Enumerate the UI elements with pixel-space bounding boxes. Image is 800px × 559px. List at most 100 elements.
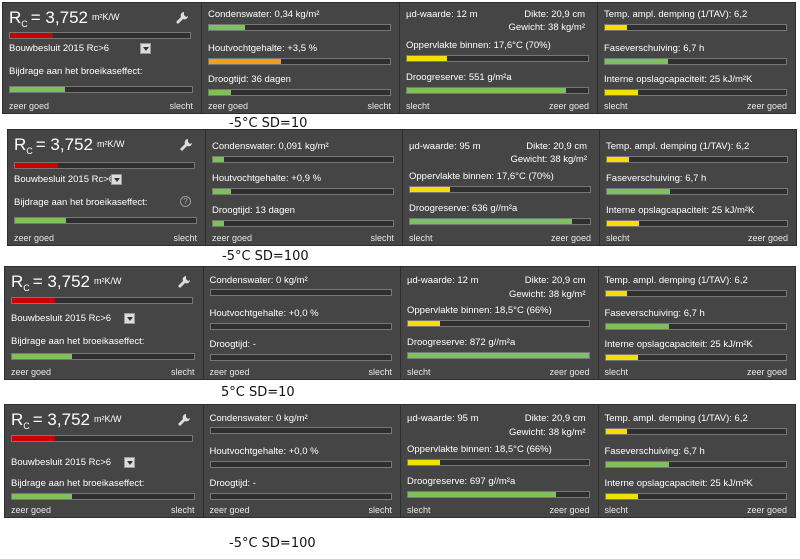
houtvocht-bar — [212, 188, 394, 195]
greenhouse-label: Bijdrage aan het broeikaseffect: — [11, 478, 145, 489]
scale-good-label: zeer goed — [209, 505, 250, 515]
chevron-down-icon[interactable] — [124, 457, 135, 468]
scale-bad-label: slecht — [368, 505, 392, 515]
droogtijd-bar — [209, 354, 392, 361]
houtvocht-bar — [209, 323, 392, 330]
scale-bad-label: slecht — [407, 367, 431, 377]
panel-caption: 5°C SD=10 — [221, 385, 295, 400]
mud-value: µd-waarde: 95 m — [407, 413, 479, 424]
rc-value: RC = 3,752 m²K/W — [9, 8, 120, 29]
droogtijd-bar — [208, 89, 391, 96]
scale-bad-label: slecht — [169, 101, 193, 111]
gewicht-value: Gewicht: 38 kg/m² — [508, 289, 586, 300]
scale-bad-label: slecht — [604, 505, 629, 515]
houtvocht-bar — [208, 58, 391, 65]
houtvocht-label: Houtvochtgehalte: +3,5 % — [208, 43, 318, 54]
interne-opslag-bar — [604, 493, 787, 500]
wrench-icon[interactable] — [177, 413, 191, 427]
dikte-value: Dikte: 20,9 cm — [524, 275, 586, 286]
wrench-icon[interactable] — [175, 11, 189, 25]
interne-opslag-bar — [606, 220, 788, 227]
scale-bad-label: slecht — [604, 367, 629, 377]
greenhouse-label: Bijdrage aan het broeikaseffect: — [9, 66, 143, 77]
faseverschuiving-label: Faseverschuiving: 6,7 h — [604, 43, 705, 54]
greenhouse-bar — [11, 353, 195, 360]
temp-ampl-bar — [604, 428, 787, 435]
droogreserve-bar — [406, 87, 589, 94]
rc-column: RC = 3,752 m²K/W Bouwbesluit 2015 Rc>6 Bij… — [3, 3, 201, 113]
droogreserve-label: Droogreserve: 636 g//m²a — [409, 203, 518, 214]
dikte-value: Dikte: 20,9 cm — [524, 413, 586, 424]
scale-good-label: zeer goed — [209, 367, 250, 377]
scale-bad-label: slecht — [606, 233, 630, 243]
vapor-column: µd-waarde: 95 m Dikte: 20,9 cm Gewicht: … — [402, 130, 599, 245]
greenhouse-bar — [14, 217, 197, 224]
faseverschuiving-label: Faseverschuiving: 6,7 h — [606, 173, 707, 184]
chevron-down-icon[interactable] — [124, 313, 135, 324]
condenswater-label: Condenswater: 0,34 kg/m² — [208, 9, 320, 20]
scale-good-label: zeer goed — [549, 367, 590, 377]
rc-column: RC = 3,752 m²K/W Bouwbesluit 2015 Rc>6 Bij… — [8, 130, 205, 245]
scale-good-label: zeer goed — [550, 233, 591, 243]
condenswater-bar — [209, 427, 392, 434]
oppervlakte-bar — [409, 186, 591, 193]
wrench-icon[interactable] — [177, 275, 191, 289]
rc-value: RC = 3,752 m²K/W — [11, 410, 122, 431]
droogreserve-bar — [407, 491, 590, 498]
houtvocht-label: Houtvochtgehalte: +0,0 % — [209, 446, 319, 457]
condenswater-label: Condenswater: 0 kg/m² — [209, 413, 308, 424]
panel-caption: -5°C SD=10 — [229, 116, 308, 131]
help-icon[interactable]: ? — [180, 196, 191, 207]
oppervlakte-bar — [406, 55, 589, 62]
mud-value: µd-waarde: 12 m — [406, 9, 478, 20]
greenhouse-label: Bijdrage aan het broeikaseffect: — [14, 197, 148, 208]
thermal-column: Temp. ampl. demping (1/TAV): 6,2 Fasever… — [599, 130, 796, 245]
rc-value: RC = 3,752 m²K/W — [14, 135, 125, 156]
temp-ampl-label: Temp. ampl. demping (1/TAV): 6,2 — [604, 275, 748, 286]
scale-bad-label: slecht — [407, 505, 431, 515]
scale-bad-label: slecht — [368, 367, 392, 377]
temp-ampl-bar — [604, 24, 787, 31]
oppervlakte-bar — [407, 459, 590, 466]
interne-opslag-label: Interne opslagcapaciteit: 25 kJ/m²K — [604, 339, 753, 350]
mud-value: µd-waarde: 95 m — [409, 141, 481, 152]
faseverschuiving-bar — [604, 323, 787, 330]
droogreserve-bar — [409, 218, 591, 225]
faseverschuiving-bar — [606, 188, 788, 195]
dikte-value: Dikte: 20,9 cm — [524, 9, 585, 20]
result-panel-4: RC = 3,752 m²K/W Bouwbesluit 2015 Rc>6 Bij… — [4, 404, 796, 518]
scale-good-label: zeer goed — [548, 101, 589, 111]
building-standard-select[interactable]: Bouwbesluit 2015 Rc>6 — [11, 313, 112, 324]
scale-good-label: zeer goed — [11, 367, 52, 377]
scale-bad-label: slecht — [409, 233, 433, 243]
houtvocht-label: Houtvochtgehalte: +0,0 % — [209, 308, 319, 319]
chevron-down-icon[interactable] — [111, 174, 122, 185]
building-standard-select[interactable]: Bouwbesluit 2015 Rc>6 — [11, 457, 112, 468]
scale-good-label: zeer goed — [212, 233, 253, 243]
result-panel-3: RC = 3,752 m²K/W Bouwbesluit 2015 Rc>6 Bij… — [4, 266, 796, 380]
scale-good-label: zeer goed — [746, 367, 787, 377]
moisture-column: Condenswater: 0,34 kg/m² Houtvochtgehalt… — [201, 3, 399, 113]
wrench-icon[interactable] — [179, 138, 193, 152]
vapor-column: µd-waarde: 12 m Dikte: 20,9 cm Gewicht: … — [399, 3, 597, 113]
vapor-column: µd-waarde: 95 m Dikte: 20,9 cm Gewicht: … — [400, 405, 598, 517]
droogtijd-label: Droogtijd: - — [209, 339, 256, 350]
droogreserve-bar — [407, 352, 590, 359]
droogtijd-label: Droogtijd: 36 dagen — [208, 74, 291, 85]
condenswater-label: Condenswater: 0,091 kg/m² — [212, 141, 329, 152]
droogtijd-label: Droogtijd: - — [209, 478, 256, 489]
faseverschuiving-label: Faseverschuiving: 6,7 h — [604, 308, 705, 319]
thermal-column: Temp. ampl. demping (1/TAV): 6,2 Fasever… — [597, 3, 795, 113]
oppervlakte-label: Oppervlakte binnen: 18,5°C (66%) — [407, 305, 552, 316]
moisture-column: Condenswater: 0 kg/m² Houtvochtgehalte: … — [202, 267, 401, 379]
chevron-down-icon[interactable] — [140, 43, 151, 54]
building-standard-select[interactable]: Bouwbesluit 2015 Rc>6 — [9, 43, 110, 54]
building-standard-select[interactable]: Bouwbesluit 2015 Rc>6 — [14, 174, 115, 185]
scale-good-label: zeer goed — [208, 101, 249, 111]
temp-ampl-label: Temp. ampl. demping (1/TAV): 6,2 — [604, 413, 748, 424]
vapor-column: µd-waarde: 12 m Dikte: 20,9 cm Gewicht: … — [400, 267, 598, 379]
interne-opslag-bar — [604, 354, 787, 361]
condenswater-bar — [209, 289, 392, 296]
dikte-value: Dikte: 20,9 cm — [526, 141, 587, 152]
houtvocht-bar — [209, 461, 392, 468]
